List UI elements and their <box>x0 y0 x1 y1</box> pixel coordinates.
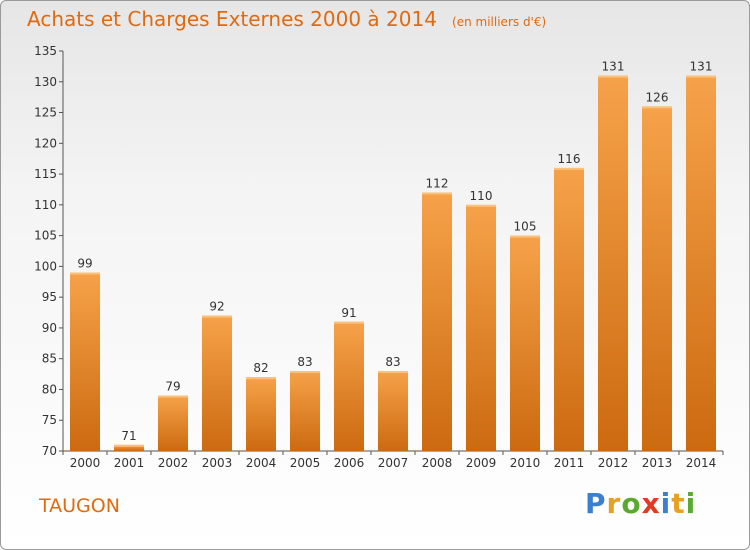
bar <box>554 167 584 451</box>
chart-title: Achats et Charges Externes 2000 à 2014 <box>27 7 437 31</box>
bar <box>246 377 276 451</box>
bar <box>466 204 496 451</box>
bar <box>70 272 100 451</box>
y-tick-label: 75 <box>42 413 57 427</box>
x-tick-label: 2000 <box>70 456 101 470</box>
y-tick-label: 115 <box>34 167 57 181</box>
bar <box>510 235 540 451</box>
place-name: TAUGON <box>39 495 120 517</box>
data-label: 110 <box>470 189 493 203</box>
bar-top-edge <box>466 204 496 207</box>
x-tick-label: 2011 <box>554 456 585 470</box>
y-tick-label: 80 <box>42 382 57 396</box>
data-label: 79 <box>165 380 180 394</box>
bar-top-edge <box>202 315 232 318</box>
bar-top-edge <box>334 321 364 324</box>
y-tick-label: 110 <box>34 198 57 212</box>
x-tick-label: 2005 <box>290 456 321 470</box>
x-tick-label: 2002 <box>158 456 189 470</box>
bar-top-edge <box>598 75 628 78</box>
bar-top-edge <box>114 444 144 447</box>
data-label: 71 <box>121 429 136 443</box>
x-tick-label: 2013 <box>642 456 673 470</box>
bar <box>598 75 628 451</box>
x-tick-label: 2010 <box>510 456 541 470</box>
bar-top-edge <box>510 235 540 238</box>
bar <box>114 444 144 451</box>
logo-letter: r <box>606 487 622 520</box>
bar-top-edge <box>642 106 672 109</box>
data-label: 126 <box>646 90 669 104</box>
bar-top-edge <box>70 272 100 275</box>
bar <box>290 371 320 451</box>
bar <box>686 75 716 451</box>
bar <box>202 315 232 451</box>
bar <box>642 106 672 451</box>
y-tick-label: 120 <box>34 136 57 150</box>
data-label: 131 <box>602 60 625 74</box>
bar <box>378 371 408 451</box>
data-label: 83 <box>297 355 312 369</box>
data-label: 91 <box>341 306 356 320</box>
bar-top-edge <box>378 371 408 373</box>
bar-top-edge <box>422 192 452 195</box>
y-tick-label: 70 <box>42 444 57 458</box>
bar <box>422 192 452 452</box>
data-label: 131 <box>690 60 713 74</box>
logo-letter: x <box>641 487 661 520</box>
bar-top-edge <box>686 75 716 78</box>
data-label: 99 <box>77 257 92 271</box>
logo-letter: t <box>671 487 686 520</box>
bar-top-edge <box>158 395 188 398</box>
y-tick-label: 90 <box>42 321 57 335</box>
y-tick-label: 135 <box>34 44 57 58</box>
y-tick-label: 125 <box>34 106 57 120</box>
proxiti-logo: Proxiti <box>585 487 696 520</box>
x-tick-label: 2004 <box>246 456 277 470</box>
y-tick-label: 105 <box>34 229 57 243</box>
x-tick-label: 2001 <box>114 456 145 470</box>
logo-letter: i <box>660 487 672 520</box>
x-tick-label: 2007 <box>378 456 409 470</box>
x-tick-label: 2009 <box>466 456 497 470</box>
logo-letter: P <box>585 487 607 520</box>
y-tick-label: 85 <box>42 352 57 366</box>
x-tick-label: 2003 <box>202 456 233 470</box>
y-tick-label: 100 <box>34 259 57 273</box>
data-label: 83 <box>385 355 400 369</box>
x-tick-label: 2012 <box>598 456 629 470</box>
data-label: 92 <box>209 300 224 314</box>
y-tick-label: 95 <box>42 290 57 304</box>
x-tick-label: 2014 <box>686 456 717 470</box>
chart-subtitle: (en milliers d'€) <box>452 15 547 29</box>
bar <box>158 395 188 451</box>
bar-top-edge <box>246 377 276 380</box>
logo-letter: o <box>621 487 642 520</box>
logo-letter: i <box>685 487 697 520</box>
bar-top-edge <box>290 371 320 373</box>
x-tick-label: 2006 <box>334 456 365 470</box>
data-label: 82 <box>253 361 268 375</box>
data-label: 112 <box>426 177 449 191</box>
data-label: 116 <box>558 152 581 166</box>
title-row: Achats et Charges Externes 2000 à 2014 (… <box>27 7 546 31</box>
x-tick-label: 2008 <box>422 456 453 470</box>
data-label: 105 <box>514 220 537 234</box>
bar <box>334 321 364 451</box>
y-tick-label: 130 <box>34 75 57 89</box>
bar-top-edge <box>554 167 584 170</box>
